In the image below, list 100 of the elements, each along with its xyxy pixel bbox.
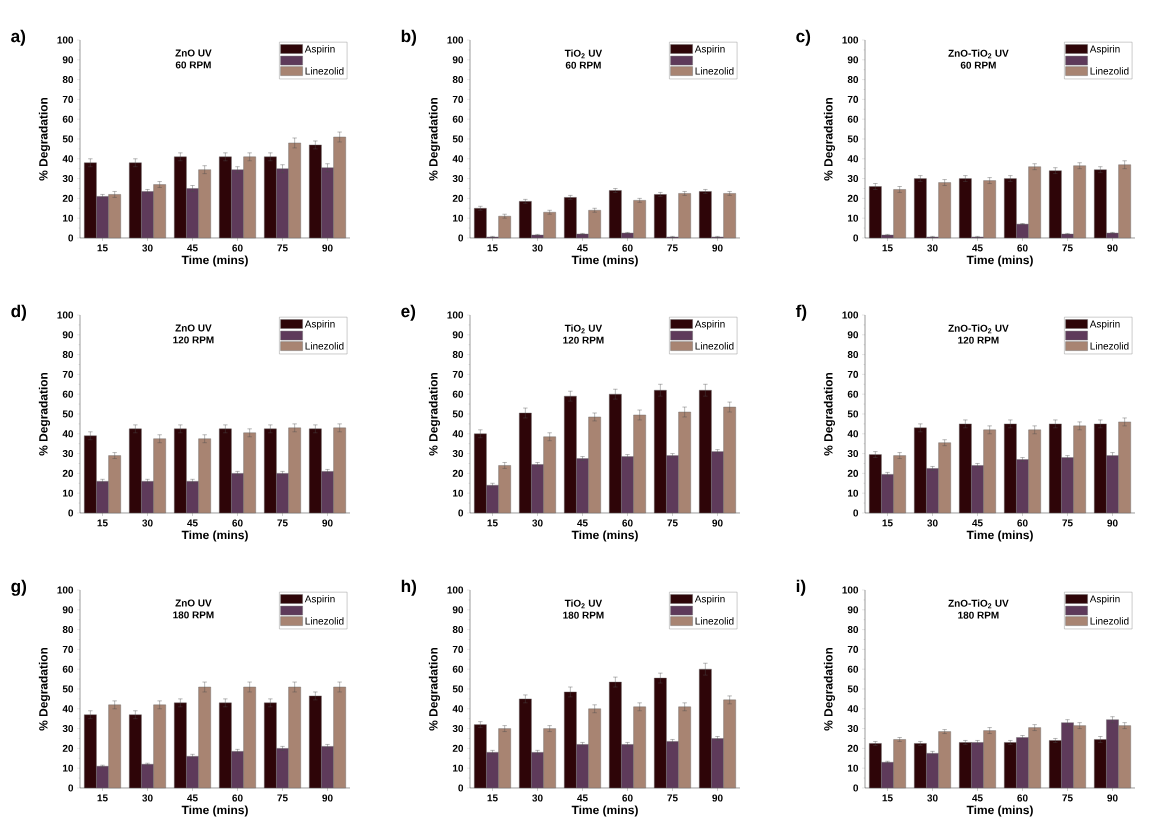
x-tick-label: 90 [1107, 244, 1118, 252]
y-tick-label: 20 [847, 744, 859, 752]
x-tick-label: 30 [927, 519, 938, 527]
y-tick-label: 10 [453, 764, 464, 772]
y-tick-label: 10 [63, 764, 74, 772]
text: TiO$_{2}$ UV [564, 324, 603, 334]
y-tick-label: 50 [452, 410, 464, 418]
x-tick-label: 90 [1107, 794, 1118, 802]
y-tick-label: 40 [62, 705, 74, 713]
y-tick-label: 10 [63, 489, 74, 497]
y-tick-label: 70 [847, 370, 859, 378]
y-tick-label: 90 [452, 56, 464, 64]
x-tick-label: 90 [1107, 519, 1118, 527]
x-tick-label: 45 [187, 794, 198, 802]
y-tick-label: 70 [62, 645, 74, 653]
text: ZnO-TiO$_{2}$ UV [948, 599, 1009, 609]
x-tick-label: 60 [622, 794, 633, 802]
y-tick-label: 40 [452, 155, 464, 163]
x-tick-label: 75 [277, 794, 288, 802]
y-tick-label: 90 [847, 331, 859, 339]
text: 180 RPM [563, 611, 604, 619]
x-tick-label: 60 [1017, 519, 1028, 527]
legend-label: Linezolid [695, 617, 734, 625]
y-tick-label: 70 [452, 370, 464, 378]
y-tick-label: 50 [847, 685, 859, 693]
y-tick-label: 30 [62, 725, 74, 733]
y-tick-label: 20 [62, 194, 74, 202]
x-tick-label: 90 [712, 519, 723, 527]
y-tick-label: 90 [62, 56, 74, 64]
y-tick-label: 30 [62, 450, 74, 458]
x-tick-label: 15 [487, 244, 498, 252]
x-tick-label: 30 [142, 794, 153, 802]
x-tick-label: 30 [532, 794, 543, 802]
y-tick-label: 30 [452, 725, 464, 733]
legend-label: Linezolid [1090, 617, 1129, 625]
x-tick-label: 15 [882, 244, 893, 252]
y-tick-label: 20 [452, 194, 464, 202]
x-tick-label: 45 [187, 519, 198, 527]
y-tick-label: 100 [447, 311, 464, 319]
x-tick-label: 60 [232, 244, 243, 252]
x-tick-label: 45 [577, 794, 588, 802]
y-tick-label: 30 [847, 175, 859, 183]
y-tick-label: 80 [847, 351, 859, 359]
y-tick-label: 20 [452, 744, 464, 752]
y-tick-label: 60 [62, 665, 74, 673]
x-tick-label: 60 [622, 244, 633, 252]
y-tick-label: 90 [62, 606, 74, 614]
x-tick-label: 75 [1062, 244, 1073, 252]
y-tick-label: 60 [452, 115, 464, 123]
y-axis-title: % Degradation [823, 372, 836, 456]
legend-label: Aspirin [304, 595, 335, 605]
y-tick-label: 60 [452, 390, 464, 398]
x-tick-label: 30 [142, 519, 153, 527]
y-tick-label: 60 [62, 115, 74, 123]
legend-label: Aspirin [694, 45, 725, 55]
legend-label: Linezolid [305, 617, 344, 625]
text: f) [795, 304, 807, 321]
text: g) [11, 579, 27, 596]
x-tick-label: 75 [667, 244, 678, 252]
y-tick-label: 0 [853, 234, 859, 242]
x-axis-title: Time (mins) [181, 805, 248, 817]
y-tick-label: 80 [847, 76, 859, 84]
y-axis-title: % Degradation [38, 372, 51, 456]
x-tick-label: 45 [972, 794, 983, 802]
legend-label: Linezolid [305, 67, 344, 75]
text: d) [11, 304, 27, 321]
legend-label: Aspirin [304, 320, 335, 330]
y-tick-label: 60 [847, 665, 859, 673]
y-tick-label: 100 [842, 586, 859, 594]
x-tick-label: 75 [1062, 794, 1073, 802]
x-tick-label: 60 [622, 519, 633, 527]
x-axis-title: Time (mins) [571, 530, 638, 542]
y-tick-label: 80 [62, 76, 74, 84]
y-tick-label: 80 [452, 76, 464, 84]
y-tick-label: 10 [63, 214, 74, 222]
y-tick-label: 30 [847, 725, 859, 733]
text: 60 RPM [565, 61, 601, 69]
legend-label: Aspirin [304, 45, 335, 55]
x-tick-label: 90 [322, 519, 333, 527]
y-tick-label: 0 [458, 234, 464, 242]
x-tick-label: 90 [322, 244, 333, 252]
y-tick-label: 90 [847, 606, 859, 614]
x-tick-label: 75 [667, 519, 678, 527]
y-axis-title: % Degradation [428, 97, 441, 181]
y-tick-label: 70 [62, 95, 74, 103]
y-tick-label: 0 [68, 509, 74, 517]
text: ZnO UV [175, 599, 212, 607]
y-tick-label: 50 [847, 135, 859, 143]
y-axis-title: % Degradation [823, 647, 836, 731]
x-tick-label: 45 [972, 519, 983, 527]
y-tick-label: 20 [452, 469, 464, 477]
text: a) [11, 29, 26, 46]
y-tick-label: 30 [847, 450, 859, 458]
y-tick-label: 100 [842, 36, 859, 44]
text: 120 RPM [958, 336, 999, 344]
y-tick-label: 100 [57, 36, 74, 44]
x-tick-label: 30 [927, 794, 938, 802]
y-tick-label: 100 [842, 311, 859, 319]
y-tick-label: 50 [62, 410, 74, 418]
x-axis-title: Time (mins) [181, 530, 248, 542]
